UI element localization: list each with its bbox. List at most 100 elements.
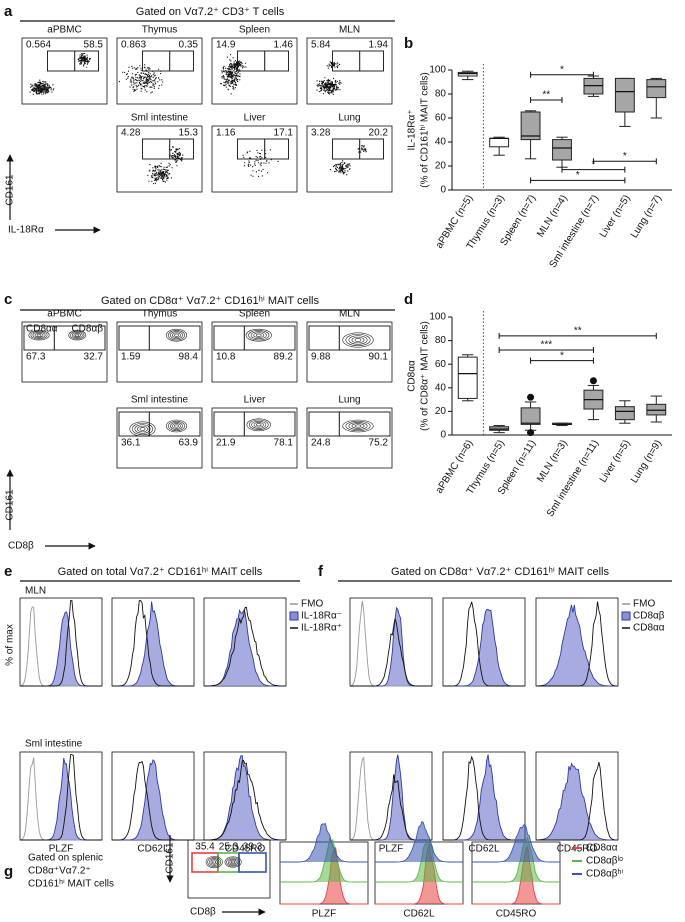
panel-label: c [4, 291, 12, 308]
label: Liver [244, 395, 266, 406]
label: 14.9 [216, 40, 236, 51]
contour [174, 424, 179, 428]
box [520, 407, 541, 425]
label: 20.2 [369, 128, 389, 139]
contour [32, 332, 46, 339]
label: 100 [429, 312, 446, 323]
plot-frame [21, 37, 108, 105]
x-tick-label: Liver (n=5) [598, 193, 633, 240]
label: * [623, 151, 627, 162]
label: CD62L [403, 909, 435, 920]
contour [354, 424, 362, 428]
label: 58.5 [84, 40, 104, 51]
plot-frame [116, 407, 203, 469]
label: 25.3 [219, 842, 239, 853]
histogram [204, 608, 286, 687]
label: 1.16 [216, 128, 236, 139]
events [316, 61, 342, 95]
histogram [20, 754, 102, 841]
histogram [280, 846, 368, 905]
gate [213, 411, 296, 437]
label: Spleen [239, 309, 270, 320]
contour [227, 858, 239, 866]
label: CD8αβʰⁱ [586, 869, 623, 880]
label: Gated on CD8α⁺ Vα7.2⁺ CD161ʰⁱ MAIT cells [391, 566, 610, 578]
histogram [472, 835, 560, 883]
label: 20 [435, 161, 447, 172]
label: 80 [435, 89, 447, 100]
contour [231, 860, 236, 864]
histogram [536, 601, 618, 687]
contour [30, 331, 48, 340]
plot-frame [21, 321, 108, 383]
contour [129, 421, 156, 437]
label: 9.88 [311, 352, 331, 363]
label: Liver [244, 113, 266, 124]
histogram [535, 604, 618, 687]
box [614, 77, 635, 113]
histogram [204, 755, 286, 841]
contour [342, 332, 374, 348]
label: MLN [25, 586, 46, 597]
label: 32.7 [84, 352, 104, 363]
label: IL-18Rα⁻ [301, 611, 342, 622]
label: 40 [435, 137, 447, 148]
histogram [112, 759, 194, 841]
plot-frame [211, 37, 298, 105]
contour [170, 331, 183, 340]
label: 100 [429, 65, 446, 76]
contour [70, 331, 85, 340]
histogram [20, 600, 102, 687]
label: CD62L [468, 844, 500, 855]
contour [168, 330, 185, 341]
gate [142, 138, 194, 160]
label: CD8αβ [71, 324, 103, 335]
histogram [20, 757, 102, 841]
box [457, 356, 478, 399]
contour [351, 423, 365, 429]
contour [166, 419, 188, 433]
contour [342, 419, 374, 433]
contour [34, 332, 44, 338]
x-tick-label: MLN (n=3) [535, 438, 570, 484]
events [118, 64, 164, 94]
contour [134, 424, 151, 434]
label: CD8αβˡᵒ [586, 856, 623, 867]
sig-bracket [530, 357, 594, 364]
box [552, 139, 572, 161]
label: 75.2 [369, 438, 389, 449]
contour [248, 330, 270, 341]
label: Thymus [142, 309, 178, 320]
contour [253, 332, 265, 338]
gate [118, 325, 201, 351]
panel-label: f [318, 563, 324, 580]
label: MLN [339, 25, 360, 36]
label: PLZF [312, 909, 336, 920]
label: FMO [301, 599, 323, 610]
contour [226, 857, 240, 867]
plot-frame [211, 407, 298, 469]
contour [256, 423, 262, 427]
label: 17.1 [274, 128, 294, 139]
sig-bracket [561, 166, 626, 173]
contour [75, 333, 80, 337]
histogram [112, 760, 194, 841]
label: CD45RO [496, 909, 537, 920]
gate [23, 325, 106, 351]
histogram [443, 754, 525, 841]
contour [166, 328, 188, 342]
label: 0 [440, 430, 446, 441]
label: 20 [435, 406, 447, 417]
outlier [527, 429, 535, 437]
box [583, 77, 604, 95]
contour [28, 330, 50, 341]
x-tick-label: Liver (n=5) [598, 438, 633, 485]
contour [132, 422, 154, 436]
legend-swatch [621, 611, 631, 621]
label: Sml intestine [131, 113, 189, 124]
label: CD8αα [586, 843, 618, 854]
label: 10.8 [216, 352, 236, 363]
sig-bracket [498, 347, 594, 354]
histogram [535, 762, 618, 841]
